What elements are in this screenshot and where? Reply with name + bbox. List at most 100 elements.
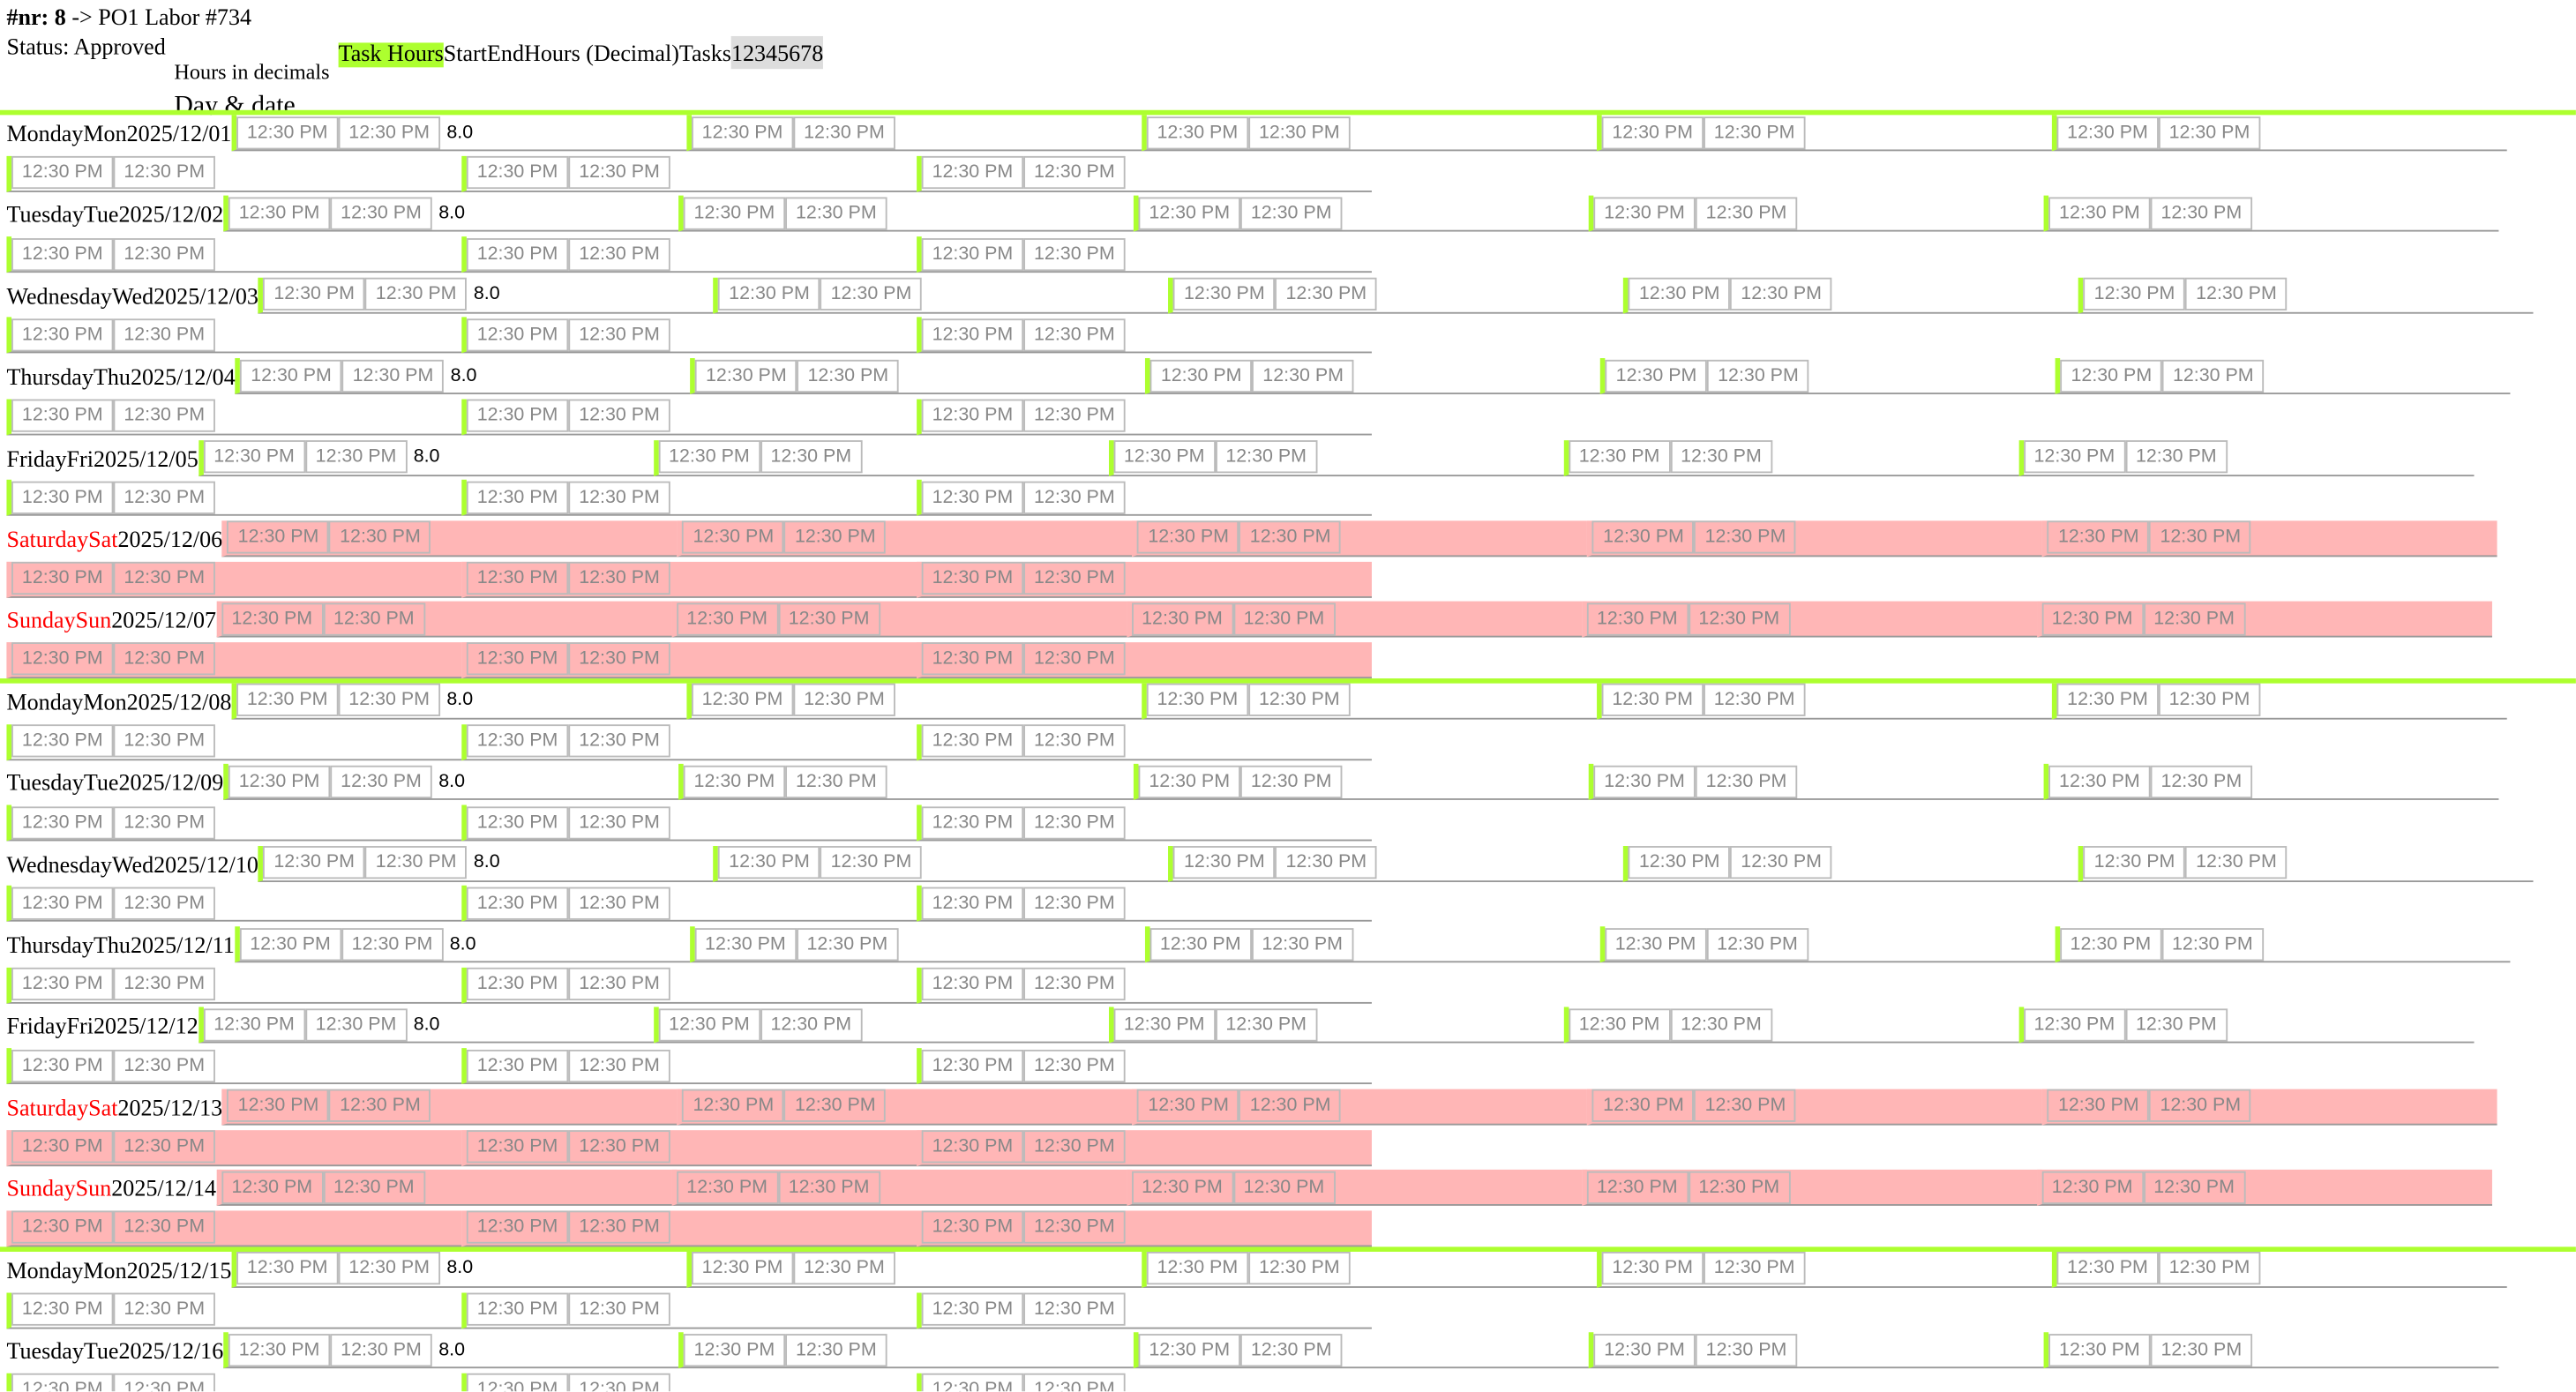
- end-time[interactable]: 12:30 PM: [2185, 278, 2288, 311]
- end-time[interactable]: 12:30 PM: [304, 1008, 408, 1042]
- start-time[interactable]: 12:30 PM: [2083, 278, 2186, 311]
- start-time[interactable]: 12:30 PM: [1137, 521, 1239, 555]
- start-time[interactable]: 12:30 PM: [1568, 440, 1671, 474]
- start-time[interactable]: 12:30 PM: [676, 602, 778, 636]
- end-time[interactable]: 12:30 PM: [113, 481, 215, 514]
- end-time[interactable]: 12:30 PM: [364, 846, 468, 879]
- end-time[interactable]: 12:30 PM: [113, 805, 215, 839]
- start-time[interactable]: 12:30 PM: [2048, 1089, 2150, 1123]
- start-time[interactable]: 12:30 PM: [2023, 1008, 2126, 1042]
- end-time[interactable]: 12:30 PM: [796, 927, 899, 961]
- end-time[interactable]: 12:30 PM: [2149, 1089, 2252, 1123]
- start-time[interactable]: 12:30 PM: [466, 400, 569, 433]
- hours[interactable]: 8.0: [413, 1014, 440, 1036]
- start-time[interactable]: 12:30 PM: [1146, 116, 1249, 149]
- end-time[interactable]: 12:30 PM: [793, 1252, 895, 1285]
- end-time[interactable]: 12:30 PM: [568, 1292, 670, 1326]
- hours[interactable]: 8.0: [438, 1340, 466, 1360]
- start-time[interactable]: 12:30 PM: [1628, 278, 1731, 311]
- start-time[interactable]: 12:30 PM: [1138, 197, 1240, 230]
- start-time[interactable]: 12:30 PM: [1173, 278, 1276, 311]
- start-time[interactable]: 12:30 PM: [11, 237, 114, 271]
- start-time[interactable]: 12:30 PM: [921, 724, 1024, 758]
- end-time[interactable]: 12:30 PM: [1707, 359, 1809, 393]
- end-time[interactable]: 12:30 PM: [113, 561, 215, 595]
- end-time[interactable]: 12:30 PM: [1023, 887, 1126, 920]
- end-time[interactable]: 12:30 PM: [1252, 359, 1354, 393]
- hours[interactable]: 8.0: [446, 122, 474, 143]
- end-time[interactable]: 12:30 PM: [304, 440, 408, 474]
- end-time[interactable]: 12:30 PM: [1694, 1089, 1797, 1123]
- start-time[interactable]: 12:30 PM: [921, 887, 1024, 920]
- end-time[interactable]: 12:30 PM: [1023, 1211, 1126, 1245]
- end-time[interactable]: 12:30 PM: [568, 156, 670, 190]
- end-time[interactable]: 12:30 PM: [777, 1171, 880, 1204]
- start-time[interactable]: 12:30 PM: [718, 278, 820, 311]
- end-time[interactable]: 12:30 PM: [2150, 197, 2253, 230]
- end-time[interactable]: 12:30 PM: [784, 521, 887, 555]
- end-time[interactable]: 12:30 PM: [1023, 400, 1126, 433]
- start-time[interactable]: 12:30 PM: [1149, 359, 1253, 393]
- end-time[interactable]: 12:30 PM: [1215, 440, 1317, 474]
- start-time[interactable]: 12:30 PM: [921, 642, 1024, 677]
- start-time[interactable]: 12:30 PM: [1593, 197, 1696, 230]
- start-time[interactable]: 12:30 PM: [239, 927, 341, 961]
- end-time[interactable]: 12:30 PM: [2185, 846, 2288, 879]
- start-time[interactable]: 12:30 PM: [676, 1171, 778, 1204]
- start-time[interactable]: 12:30 PM: [1605, 359, 1708, 393]
- start-time[interactable]: 12:30 PM: [921, 968, 1024, 1001]
- end-time[interactable]: 12:30 PM: [760, 1008, 863, 1042]
- end-time[interactable]: 12:30 PM: [1688, 602, 1791, 636]
- start-time[interactable]: 12:30 PM: [2060, 359, 2163, 393]
- start-time[interactable]: 12:30 PM: [466, 805, 569, 839]
- end-time[interactable]: 12:30 PM: [568, 805, 670, 839]
- start-time[interactable]: 12:30 PM: [1628, 846, 1731, 879]
- start-time[interactable]: 12:30 PM: [11, 1211, 114, 1245]
- start-time[interactable]: 12:30 PM: [2048, 765, 2151, 798]
- end-time[interactable]: 12:30 PM: [1215, 1008, 1317, 1042]
- end-time[interactable]: 12:30 PM: [338, 116, 440, 149]
- start-time[interactable]: 12:30 PM: [921, 561, 1024, 595]
- end-time[interactable]: 12:30 PM: [568, 1049, 670, 1082]
- task-number[interactable]: 3: [754, 42, 767, 68]
- start-time[interactable]: 12:30 PM: [11, 1373, 114, 1392]
- start-time[interactable]: 12:30 PM: [1146, 1252, 1249, 1285]
- end-time[interactable]: 12:30 PM: [568, 481, 670, 514]
- end-time[interactable]: 12:30 PM: [1239, 1333, 1343, 1366]
- end-time[interactable]: 12:30 PM: [1023, 481, 1126, 514]
- end-time[interactable]: 12:30 PM: [568, 400, 670, 433]
- start-time[interactable]: 12:30 PM: [921, 805, 1024, 839]
- start-time[interactable]: 12:30 PM: [2048, 1333, 2151, 1366]
- start-time[interactable]: 12:30 PM: [1593, 1333, 1696, 1366]
- end-time[interactable]: 12:30 PM: [1239, 1089, 1342, 1123]
- start-time[interactable]: 12:30 PM: [1593, 765, 1696, 798]
- end-time[interactable]: 12:30 PM: [1023, 318, 1126, 352]
- start-time[interactable]: 12:30 PM: [11, 318, 114, 352]
- start-time[interactable]: 12:30 PM: [921, 400, 1024, 433]
- start-time[interactable]: 12:30 PM: [691, 684, 794, 717]
- end-time[interactable]: 12:30 PM: [1670, 440, 1772, 474]
- end-time[interactable]: 12:30 PM: [113, 724, 215, 758]
- task-number[interactable]: 6: [789, 42, 801, 68]
- end-time[interactable]: 12:30 PM: [568, 968, 670, 1001]
- start-time[interactable]: 12:30 PM: [683, 197, 786, 230]
- start-time[interactable]: 12:30 PM: [718, 846, 820, 879]
- end-time[interactable]: 12:30 PM: [1023, 968, 1126, 1001]
- start-time[interactable]: 12:30 PM: [466, 1292, 569, 1326]
- start-time[interactable]: 12:30 PM: [11, 1049, 114, 1082]
- end-time[interactable]: 12:30 PM: [568, 237, 670, 271]
- start-time[interactable]: 12:30 PM: [11, 805, 114, 839]
- start-time[interactable]: 12:30 PM: [203, 1008, 305, 1042]
- task-number[interactable]: 7: [800, 42, 812, 68]
- start-time[interactable]: 12:30 PM: [466, 642, 569, 677]
- end-time[interactable]: 12:30 PM: [777, 602, 880, 636]
- end-time[interactable]: 12:30 PM: [329, 1089, 431, 1123]
- end-time[interactable]: 12:30 PM: [568, 887, 670, 920]
- end-time[interactable]: 12:30 PM: [323, 1171, 425, 1204]
- end-time[interactable]: 12:30 PM: [1023, 1130, 1126, 1164]
- end-time[interactable]: 12:30 PM: [1232, 602, 1336, 636]
- end-time[interactable]: 12:30 PM: [113, 1130, 215, 1164]
- task-number[interactable]: 1: [730, 42, 743, 68]
- end-time[interactable]: 12:30 PM: [1275, 846, 1378, 879]
- end-time[interactable]: 12:30 PM: [568, 1130, 670, 1164]
